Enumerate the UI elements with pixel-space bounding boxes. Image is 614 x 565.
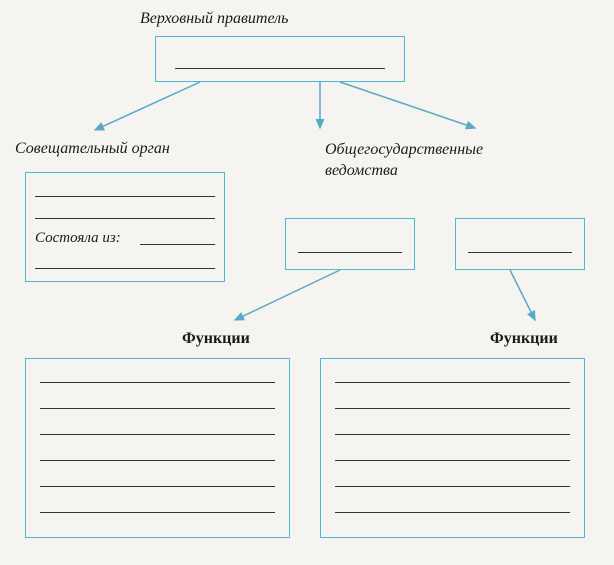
fill-line bbox=[335, 512, 570, 513]
dept2-box bbox=[455, 218, 585, 270]
fill-line bbox=[40, 512, 275, 513]
dept1-box bbox=[285, 218, 415, 270]
functions2-label: Функции bbox=[490, 330, 558, 348]
advisory-consists-label: Состояла из: bbox=[35, 230, 121, 247]
fill-line bbox=[335, 460, 570, 461]
advisory-box bbox=[25, 172, 225, 282]
fill-line bbox=[175, 68, 385, 69]
fill-line bbox=[40, 408, 275, 409]
functions1-label: Функции bbox=[182, 330, 250, 348]
fill-line bbox=[40, 486, 275, 487]
fill-line bbox=[35, 196, 215, 197]
advisory-label: Совещательный орган bbox=[15, 140, 170, 158]
fill-line bbox=[40, 460, 275, 461]
fill-line bbox=[40, 434, 275, 435]
fill-line bbox=[35, 218, 215, 219]
fill-line bbox=[140, 244, 215, 245]
fill-line bbox=[468, 252, 572, 253]
fill-line bbox=[335, 434, 570, 435]
fill-line bbox=[335, 486, 570, 487]
fill-line bbox=[298, 252, 402, 253]
departments-label: Общегосударственныеведомства bbox=[325, 140, 483, 182]
top-box bbox=[155, 36, 405, 82]
fill-line bbox=[335, 408, 570, 409]
func1-box bbox=[25, 358, 290, 538]
fill-line bbox=[335, 382, 570, 383]
fill-line bbox=[35, 268, 215, 269]
top-label: Верховный правитель bbox=[140, 10, 288, 28]
func2-box bbox=[320, 358, 585, 538]
fill-line bbox=[40, 382, 275, 383]
